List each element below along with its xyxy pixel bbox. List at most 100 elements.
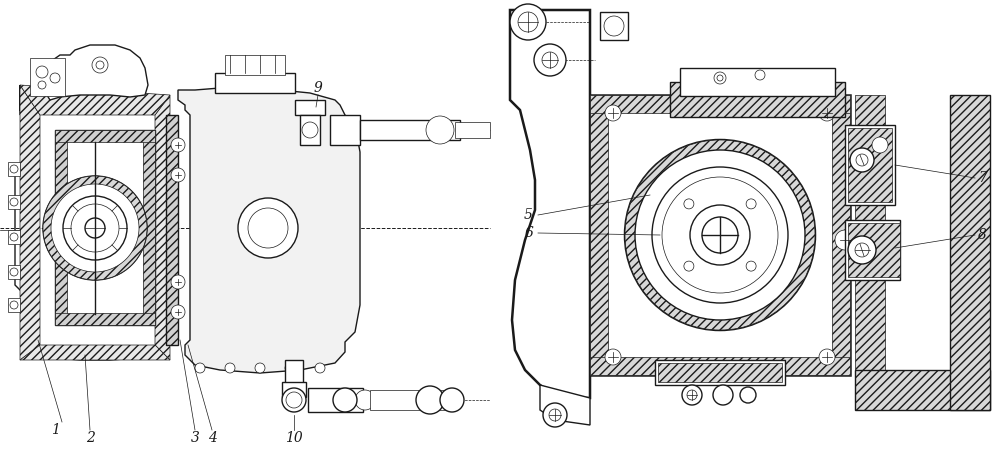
Circle shape — [10, 198, 18, 206]
Circle shape — [684, 261, 694, 271]
Circle shape — [92, 57, 108, 73]
Circle shape — [63, 196, 127, 260]
Circle shape — [605, 349, 621, 365]
Bar — [832, 95, 850, 375]
Circle shape — [635, 150, 805, 320]
Circle shape — [195, 363, 205, 373]
Bar — [166, 115, 178, 345]
Circle shape — [819, 105, 835, 121]
Circle shape — [302, 122, 318, 138]
Circle shape — [872, 137, 888, 153]
Bar — [590, 95, 850, 375]
Circle shape — [848, 236, 876, 264]
Circle shape — [51, 184, 139, 272]
Circle shape — [440, 388, 464, 412]
Polygon shape — [20, 85, 40, 360]
Bar — [670, 82, 845, 117]
Bar — [330, 115, 360, 145]
Circle shape — [96, 61, 104, 69]
Text: 4: 4 — [208, 431, 216, 445]
Circle shape — [171, 275, 185, 289]
Circle shape — [740, 387, 756, 403]
Circle shape — [510, 4, 546, 40]
Bar — [845, 220, 900, 280]
Circle shape — [702, 217, 738, 253]
Circle shape — [717, 75, 723, 81]
Polygon shape — [540, 385, 590, 425]
Bar — [215, 73, 295, 93]
Bar — [55, 313, 155, 325]
Circle shape — [543, 403, 567, 427]
Polygon shape — [45, 45, 148, 100]
Polygon shape — [155, 95, 170, 360]
Circle shape — [171, 168, 185, 182]
Circle shape — [662, 177, 778, 293]
Circle shape — [85, 218, 105, 238]
Text: 3: 3 — [191, 431, 199, 445]
Bar — [658, 363, 782, 382]
Circle shape — [819, 349, 835, 365]
Circle shape — [746, 261, 756, 271]
Bar — [8, 162, 20, 176]
Bar — [300, 115, 320, 145]
Bar — [143, 130, 155, 325]
Circle shape — [10, 233, 18, 241]
Bar — [590, 357, 850, 375]
Bar — [845, 125, 895, 205]
Circle shape — [426, 116, 454, 144]
Circle shape — [43, 176, 147, 280]
Circle shape — [355, 390, 375, 410]
Bar — [455, 122, 490, 138]
Circle shape — [534, 44, 566, 76]
Circle shape — [43, 176, 147, 280]
Bar — [225, 55, 285, 75]
Text: 1: 1 — [51, 423, 59, 437]
Bar — [295, 100, 325, 115]
Bar — [282, 382, 306, 397]
Circle shape — [71, 204, 119, 252]
Circle shape — [690, 205, 750, 265]
Bar — [655, 360, 785, 385]
Polygon shape — [510, 10, 590, 398]
Circle shape — [286, 392, 302, 408]
Circle shape — [225, 363, 235, 373]
Circle shape — [333, 388, 357, 412]
Bar — [30, 58, 65, 96]
Circle shape — [248, 208, 288, 248]
Circle shape — [755, 70, 765, 80]
Circle shape — [10, 301, 18, 309]
Bar — [370, 390, 450, 410]
Circle shape — [714, 72, 726, 84]
Circle shape — [850, 148, 874, 172]
Circle shape — [518, 12, 538, 32]
Bar — [8, 195, 20, 209]
Bar — [8, 230, 20, 244]
Circle shape — [38, 81, 46, 89]
Circle shape — [684, 199, 694, 209]
Circle shape — [255, 363, 265, 373]
Bar — [285, 360, 303, 385]
Circle shape — [315, 363, 325, 373]
Bar — [55, 130, 155, 142]
Circle shape — [682, 385, 702, 405]
Bar — [308, 388, 363, 412]
Circle shape — [625, 140, 815, 330]
Circle shape — [835, 230, 855, 250]
Bar — [8, 298, 20, 312]
Text: 6: 6 — [524, 226, 533, 240]
Circle shape — [855, 243, 869, 257]
Circle shape — [50, 73, 60, 83]
Text: 5: 5 — [524, 208, 533, 222]
Circle shape — [712, 364, 728, 380]
Circle shape — [542, 52, 558, 68]
Bar — [590, 95, 850, 113]
Circle shape — [746, 199, 756, 209]
Circle shape — [687, 390, 697, 400]
Circle shape — [36, 66, 48, 78]
Circle shape — [238, 198, 298, 258]
Circle shape — [549, 409, 561, 421]
Bar — [848, 128, 892, 202]
Bar — [855, 95, 885, 375]
Bar — [55, 130, 67, 325]
Circle shape — [171, 305, 185, 319]
